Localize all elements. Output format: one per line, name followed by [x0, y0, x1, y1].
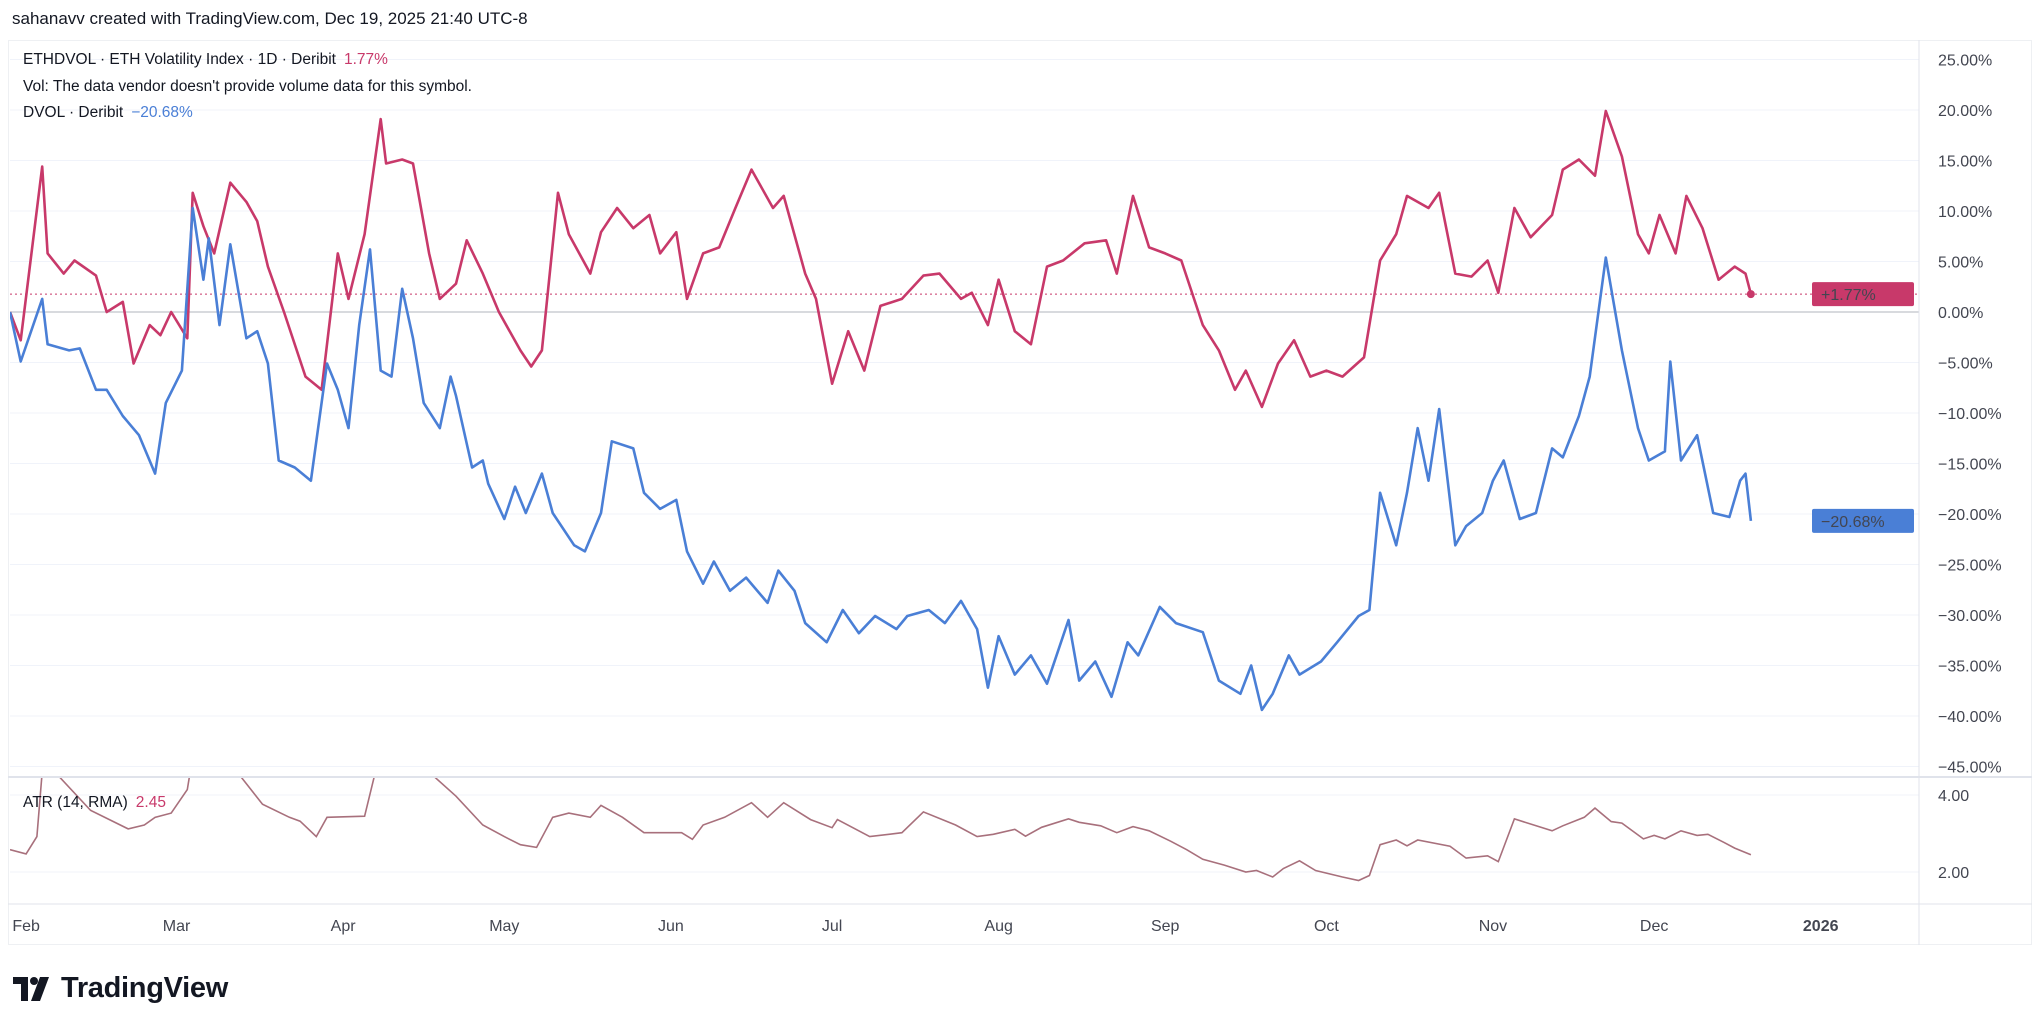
y-tick-label: 0.00% — [1938, 305, 1983, 322]
last-value-tags: +1.77% −20.68% — [1812, 282, 1914, 533]
x-tick-label: 2026 — [1803, 918, 1839, 935]
main-symbol-value: 1.77% — [343, 51, 388, 68]
atr-y-tick-label: 2.00 — [1938, 865, 1969, 882]
atr-value: 2.45 — [135, 794, 166, 811]
y-tick-label: 20.00% — [1938, 103, 1992, 120]
price-axis[interactable]: 25.00% 20.00% 15.00% 10.00% 5.00% 0.00% −5.00%… — [1938, 53, 2002, 883]
tradingview-logo-icon — [13, 976, 49, 1001]
legend-volume-note: Vol: The data vendor doesn't provide vol… — [23, 78, 472, 95]
x-tick-label: Oct — [1314, 918, 1339, 935]
y-tick-label: −10.00% — [1938, 406, 2002, 423]
x-tick-label: Nov — [1479, 918, 1507, 935]
x-tick-label: Jun — [658, 918, 684, 935]
y-tick-label: −25.00% — [1938, 558, 2002, 575]
series-line-dvol[interactable] — [10, 206, 1753, 712]
y-tick-label: 25.00% — [1938, 53, 1992, 70]
x-tick-label: Aug — [984, 918, 1012, 935]
last-value-tag-label: +1.77% — [1821, 287, 1876, 304]
y-tick-label: −30.00% — [1938, 608, 2002, 625]
last-value-tag-label: −20.68% — [1821, 514, 1885, 531]
main-symbol-label: ETHDVOL · ETH Volatility Index · 1D · De… — [23, 51, 336, 68]
legend-compare-series[interactable]: DVOL · Deribit −20.68% — [23, 104, 193, 122]
y-tick-label: −40.00% — [1938, 709, 2002, 726]
last-value-tag-ethdvol: +1.77% — [1812, 282, 1914, 307]
y-tick-label: 5.00% — [1938, 255, 1983, 272]
series-line-ethdvol[interactable] — [10, 109, 1753, 409]
x-tick-label: Dec — [1640, 918, 1668, 935]
x-tick-label: Apr — [331, 918, 357, 935]
grid-lines — [8, 40, 2032, 945]
x-tick-label: Jul — [822, 918, 842, 935]
atr-label: ATR (14, RMA) — [23, 794, 128, 811]
legend-main-series[interactable]: ETHDVOL · ETH Volatility Index · 1D · De… — [23, 51, 388, 69]
legend-atr[interactable]: ATR (14, RMA) 2.45 — [23, 794, 166, 812]
y-tick-label: 15.00% — [1938, 154, 1992, 171]
x-tick-label: Feb — [12, 918, 40, 935]
y-tick-label: −20.00% — [1938, 507, 2002, 524]
y-tick-label: −5.00% — [1938, 356, 1993, 373]
logo-text: TradingView — [61, 972, 228, 1004]
last-point-marker — [1746, 290, 1755, 299]
tradingview-logo[interactable]: TradingView — [13, 972, 228, 1005]
chart-frame — [8, 40, 2032, 945]
y-tick-label: 10.00% — [1938, 204, 1992, 221]
last-value-tag-dvol: −20.68% — [1812, 508, 1914, 533]
compare-symbol-value: −20.68% — [131, 104, 193, 121]
compare-symbol-label: DVOL · Deribit — [23, 104, 124, 121]
series-lines — [10, 109, 1755, 882]
x-tick-label: Sep — [1151, 918, 1180, 935]
y-tick-label: −35.00% — [1938, 659, 2002, 676]
y-tick-label: −15.00% — [1938, 457, 2002, 474]
series-line-atr[interactable] — [10, 726, 1752, 882]
y-tick-label: −45.00% — [1938, 760, 2002, 777]
x-tick-label: Mar — [163, 918, 191, 935]
atr-y-tick-label: 4.00 — [1938, 788, 1969, 805]
time-axis[interactable]: Feb Mar Apr May Jun Jul Aug Sep Oct Nov Dec 2026 — [12, 918, 1838, 935]
x-tick-label: May — [489, 918, 519, 935]
chart-credit: sahanavv created with TradingView.com, D… — [12, 9, 528, 28]
